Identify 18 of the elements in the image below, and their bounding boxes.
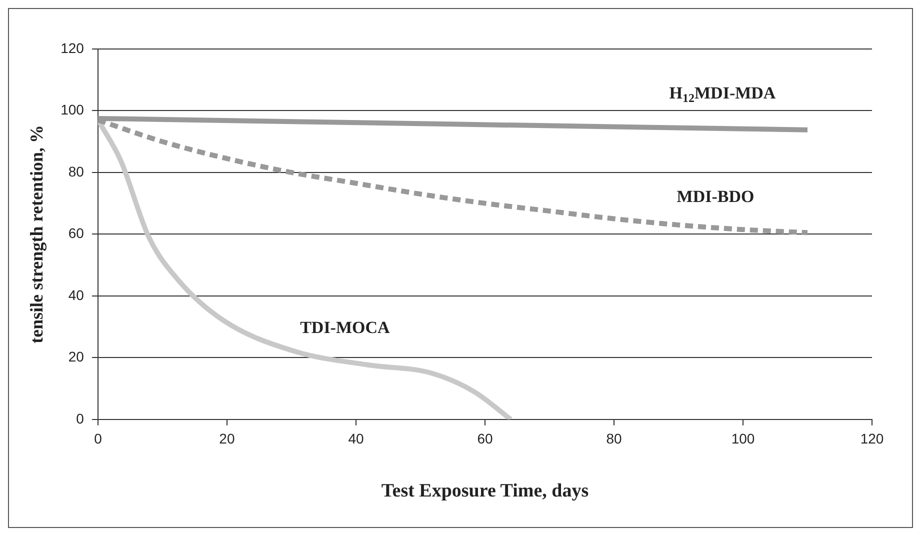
y-tick-label: 120 — [60, 40, 84, 56]
x-axis-title: Test Exposure Time, days — [381, 480, 589, 502]
y-axis-title: tensile strength retention, % — [26, 125, 46, 344]
y-tick-label: 20 — [68, 348, 84, 365]
y-tick-label: 100 — [60, 102, 84, 118]
series-label: TDI-MOCA — [300, 318, 391, 338]
x-tick-label: 40 — [348, 430, 364, 447]
x-tick-label: 100 — [731, 430, 755, 447]
y-tick-label: 0 — [76, 410, 84, 426]
x-tick-label: 60 — [477, 430, 493, 447]
x-tick-label: 120 — [860, 430, 884, 447]
y-tick-label: 80 — [68, 163, 84, 180]
y-tick-label: 60 — [68, 225, 84, 242]
x-tick-label: 20 — [219, 430, 235, 447]
series-label: MDI-BDO — [676, 187, 754, 206]
y-tick-label: 40 — [68, 286, 84, 303]
x-tick-label: 0 — [94, 430, 102, 447]
x-tick-label: 80 — [606, 430, 622, 447]
